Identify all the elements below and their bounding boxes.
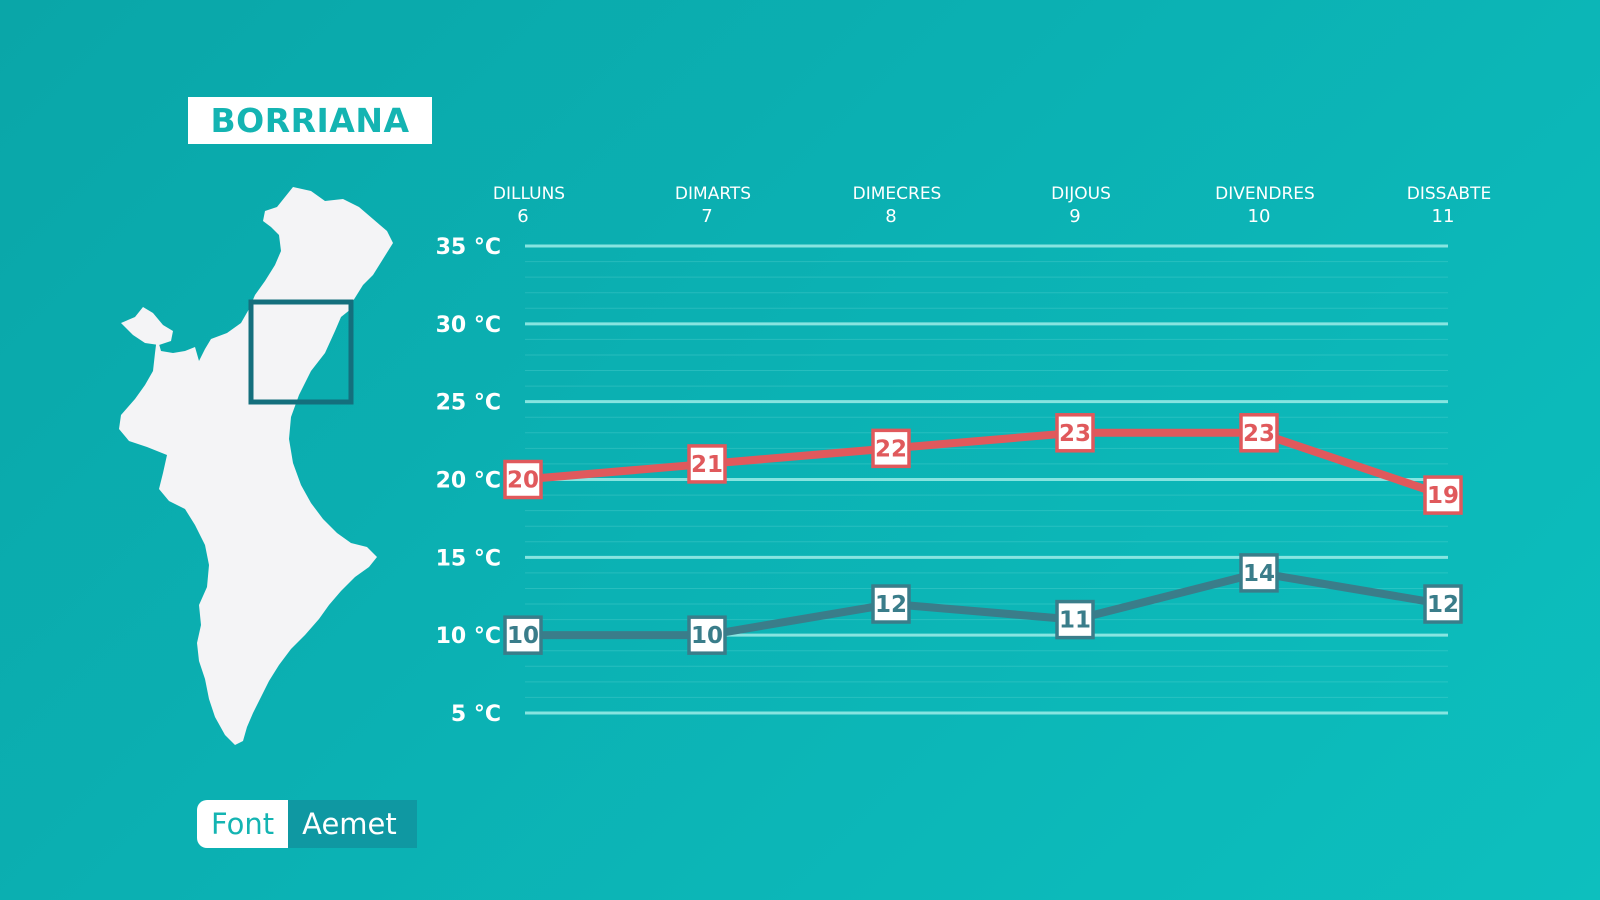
data-point-max: 19 xyxy=(1423,475,1463,515)
data-point-min: 12 xyxy=(1423,584,1463,624)
data-point-max: 20 xyxy=(503,459,543,500)
data-point-min: 10 xyxy=(503,615,543,655)
source-badge: Font Aemet xyxy=(197,800,417,848)
day-label: DIMARTS xyxy=(675,184,751,204)
series-lines xyxy=(519,428,1447,640)
chart-gridlines xyxy=(525,244,1448,715)
data-point-max: 23 xyxy=(1239,413,1279,453)
source-value: Aemet xyxy=(288,800,417,848)
data-point-min: 10 xyxy=(687,615,727,655)
data-point-box xyxy=(1423,475,1463,515)
data-label: 12 xyxy=(875,592,907,618)
data-point-min: 14 xyxy=(1239,553,1279,593)
y-tick-label: 25 °C xyxy=(436,391,501,416)
day-number: 6 xyxy=(517,206,528,227)
data-point-min: 11 xyxy=(1055,599,1095,640)
data-point-box xyxy=(687,615,727,655)
y-tick-label: 15 °C xyxy=(436,546,501,571)
day-number: 11 xyxy=(1432,206,1455,227)
data-label: 23 xyxy=(1059,421,1091,447)
data-point-max: 22 xyxy=(871,428,911,469)
data-label: 11 xyxy=(1059,608,1091,634)
data-point-box xyxy=(503,615,543,655)
data-label: 10 xyxy=(507,623,539,649)
day-label: DISSABTE xyxy=(1407,184,1491,204)
data-label: 21 xyxy=(691,452,723,478)
day-label: DIJOUS xyxy=(1051,184,1111,204)
series-line-min xyxy=(519,568,1447,640)
data-point-box xyxy=(1239,553,1279,593)
data-point-max: 23 xyxy=(1055,413,1095,453)
source-label: Font xyxy=(197,800,289,848)
data-point-box xyxy=(1055,599,1095,640)
y-tick-label: 30 °C xyxy=(436,313,501,338)
data-label: 10 xyxy=(691,623,723,649)
data-label: 22 xyxy=(875,436,907,462)
data-label: 12 xyxy=(1427,592,1459,618)
data-point-box xyxy=(1423,584,1463,624)
day-label: DIVENDRES xyxy=(1215,184,1315,204)
day-label: DILLUNS xyxy=(493,184,565,204)
data-label: 19 xyxy=(1427,483,1459,509)
data-point-max: 21 xyxy=(687,444,727,484)
map-location-box xyxy=(248,299,354,405)
day-number: 9 xyxy=(1069,206,1080,227)
data-point-min: 12 xyxy=(871,584,911,624)
region-map xyxy=(119,187,393,745)
y-tick-label: 10 °C xyxy=(436,624,501,649)
data-point-box xyxy=(1239,413,1279,453)
data-point-box xyxy=(871,584,911,624)
day-number: 7 xyxy=(701,206,712,227)
y-tick-label: 20 °C xyxy=(436,469,501,494)
y-tick-label: 35 °C xyxy=(436,235,501,260)
map-island xyxy=(121,307,173,345)
data-label: 23 xyxy=(1243,421,1275,447)
data-point-box xyxy=(503,459,543,500)
day-number: 10 xyxy=(1248,206,1271,227)
data-point-box xyxy=(687,444,727,484)
day-number: 8 xyxy=(885,206,896,227)
data-points: 20 21 22 23 23 19 10 10 12 11 14 12 xyxy=(503,413,1463,655)
data-point-box xyxy=(1055,413,1095,453)
data-point-box xyxy=(871,428,911,469)
series-line-max xyxy=(519,428,1447,500)
data-label: 20 xyxy=(507,468,539,494)
day-label: DIMECRES xyxy=(853,184,942,204)
location-title: BORRIANA xyxy=(188,97,432,144)
map-region-shape xyxy=(119,187,393,745)
y-tick-label: 5 °C xyxy=(451,702,501,727)
data-label: 14 xyxy=(1243,561,1275,587)
y-axis-tick-labels: 35 °C 30 °C 25 °C 20 °C 15 °C 10 °C 5 °C xyxy=(436,235,501,727)
